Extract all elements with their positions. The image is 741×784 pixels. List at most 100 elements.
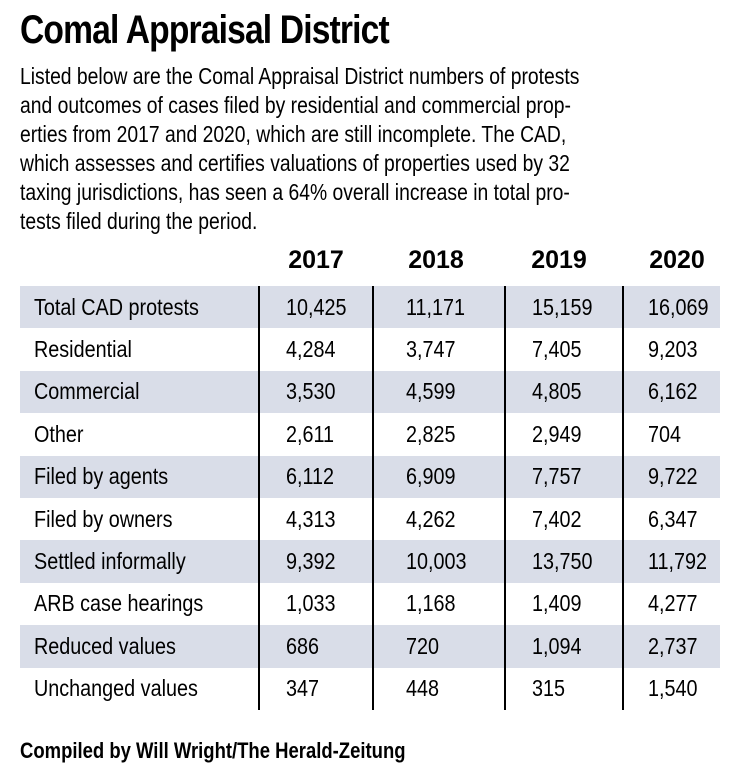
cell-value-2017: 9,392	[286, 540, 344, 582]
table-row: Filed by owners 4,313 4,262 7,402 6,347	[20, 498, 720, 540]
cell-value-text: 2,949	[532, 420, 582, 447]
table-row: Residential 4,284 3,747 7,405 9,203	[20, 328, 720, 370]
row-label-text: Unchanged values	[34, 675, 198, 702]
cell-value-text: 10,003	[406, 548, 467, 575]
cell-value-text: 15,159	[532, 293, 593, 320]
intro-paragraph: Listed below are the Comal Appraisal Dis…	[20, 62, 717, 236]
cell-value-text: 448	[406, 675, 440, 702]
row-label: Residential	[34, 328, 148, 370]
cell-value-text: 1,168	[406, 590, 456, 617]
cell-value-2020: 704	[648, 413, 686, 455]
cell-value-text: 9,392	[286, 548, 336, 575]
cell-value-text: 4,262	[406, 505, 456, 532]
table-row: Commercial 3,530 4,599 4,805 6,162	[20, 370, 720, 414]
cell-value-text: 4,277	[648, 590, 698, 617]
column-divider	[504, 286, 506, 710]
row-label-text: ARB case hearings	[34, 590, 204, 617]
intro-line: and outcomes of cases filed by residenti…	[20, 92, 571, 118]
intro-line: Listed below are the Comal Appraisal Dis…	[20, 63, 580, 89]
cell-value-text: 1,409	[532, 590, 582, 617]
cell-value-text: 9,722	[648, 463, 698, 490]
row-label: Unchanged values	[34, 668, 225, 710]
row-label-text: Total CAD protests	[34, 293, 199, 320]
column-header-2020: 2020	[649, 246, 705, 274]
cell-value-2017: 2,611	[286, 413, 342, 455]
cell-value-2020: 4,277	[648, 583, 706, 625]
cell-value-text: 704	[648, 420, 682, 447]
table-row: Filed by agents 6,112 6,909 7,757 9,722	[20, 455, 720, 498]
row-label: Total CAD protests	[34, 286, 226, 328]
cell-value-2017: 10,425	[286, 286, 356, 328]
table-row: Total CAD protests 10,425 11,171 15,159 16,0…	[20, 286, 720, 329]
row-label: Commercial	[34, 371, 157, 413]
cell-value-2019: 315	[532, 668, 570, 710]
table-row: Unchanged values 347 448 315 1,540	[20, 668, 720, 710]
cell-value-2017: 6,112	[286, 456, 342, 498]
cell-value-2020: 2,737	[648, 625, 706, 667]
table-row: Settled informally 9,392 10,003 13,750 11,79…	[20, 540, 720, 583]
table-body: Total CAD protests 10,425 11,171 15,159 16,0…	[20, 286, 720, 710]
table-header-row: 2017 2018 2019 2020	[20, 240, 720, 286]
cell-value-text: 11,171	[406, 293, 466, 320]
cell-value-2020: 11,792	[648, 540, 717, 582]
cell-value-text: 13,750	[532, 548, 593, 575]
row-label-text: Settled informally	[34, 548, 186, 575]
cell-value-2018: 10,003	[406, 540, 476, 582]
cell-value-text: 3,530	[286, 378, 336, 405]
table-row: Other 2,611 2,825 2,949 704	[20, 413, 720, 455]
cell-value-2019: 4,805	[532, 371, 590, 413]
protests-table: 2017 2018 2019 2020 Total CAD protests 10…	[20, 240, 720, 710]
cell-value-text: 4,805	[532, 378, 582, 405]
cell-value-2017: 686	[286, 625, 324, 667]
cell-value-text: 1,094	[532, 632, 582, 659]
cell-value-text: 16,069	[648, 293, 709, 320]
cell-value-text: 7,402	[532, 505, 582, 532]
cell-value-2020: 16,069	[648, 286, 718, 328]
cell-value-text: 686	[286, 632, 320, 659]
cell-value-2019: 15,159	[532, 286, 602, 328]
cell-value-2019: 7,405	[532, 328, 590, 370]
cell-value-text: 10,425	[286, 293, 347, 320]
cell-value-text: 4,284	[286, 336, 336, 363]
cell-value-2018: 4,599	[406, 371, 464, 413]
cell-value-text: 1,540	[648, 675, 698, 702]
cell-value-text: 2,611	[286, 420, 335, 447]
cell-value-2018: 448	[406, 668, 444, 710]
row-label: Filed by owners	[34, 498, 195, 540]
cell-value-2019: 1,409	[532, 583, 590, 625]
cell-value-text: 2,825	[406, 420, 456, 447]
page-title: Comal Appraisal District	[20, 8, 390, 52]
cell-value-2020: 6,162	[648, 371, 706, 413]
credit-line: Compiled by Will Wright/The Herald-Zeitu…	[20, 738, 406, 763]
cell-value-text: 347	[286, 675, 320, 702]
cell-value-text: 6,909	[406, 463, 456, 490]
cell-value-2020: 9,203	[648, 328, 706, 370]
cell-value-2019: 7,757	[532, 456, 590, 498]
cell-value-2018: 11,171	[406, 286, 475, 328]
cell-value-text: 3,747	[406, 336, 456, 363]
row-label-text: Other	[34, 420, 84, 447]
cell-value-2019: 13,750	[532, 540, 602, 582]
column-divider	[258, 286, 260, 710]
column-header-2019: 2019	[531, 246, 587, 274]
row-label-text: Reduced values	[34, 632, 176, 659]
row-label: ARB case hearings	[34, 583, 231, 625]
cell-value-2018: 720	[406, 625, 444, 667]
row-label-text: Commercial	[34, 378, 140, 405]
cell-value-2018: 2,825	[406, 413, 464, 455]
cell-value-2017: 4,313	[286, 498, 344, 540]
row-label: Filed by agents	[34, 456, 190, 498]
row-label: Reduced values	[34, 625, 199, 667]
cell-value-text: 720	[406, 632, 440, 659]
column-divider	[372, 286, 374, 710]
cell-value-text: 315	[532, 675, 566, 702]
intro-line: which assesses and certifies valuations …	[20, 150, 570, 176]
intro-line: erties from 2017 and 2020, which are sti…	[20, 121, 567, 147]
cell-value-text: 6,112	[286, 463, 335, 490]
cell-value-text: 4,599	[406, 378, 456, 405]
row-label: Settled informally	[34, 540, 210, 582]
cell-value-text: 4,313	[286, 505, 336, 532]
row-label: Other	[34, 413, 92, 455]
column-divider	[622, 286, 624, 710]
cell-value-2017: 347	[286, 668, 324, 710]
